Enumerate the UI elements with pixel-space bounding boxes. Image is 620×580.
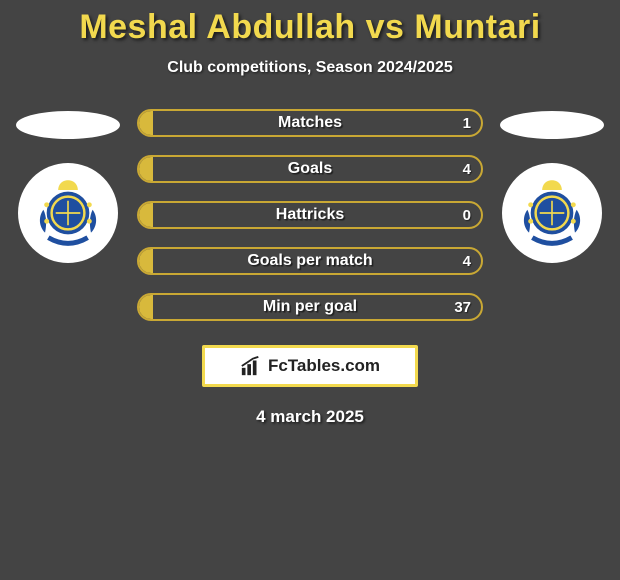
page-title: Meshal Abdullah vs Muntari — [0, 8, 620, 47]
brand-text: FcTables.com — [268, 356, 380, 376]
stat-bar: Goals 4 — [137, 155, 483, 183]
stat-bar: Matches 1 — [137, 109, 483, 137]
right-club-crest-icon — [502, 163, 602, 263]
right-flag-icon — [500, 111, 604, 139]
stat-fill-left — [139, 111, 153, 135]
stat-value-right: 0 — [463, 207, 471, 224]
left-flag-icon — [16, 111, 120, 139]
stat-value-right: 37 — [454, 299, 471, 316]
stat-bar: Hattricks 0 — [137, 201, 483, 229]
stat-value-right: 4 — [463, 161, 471, 178]
left-club-crest-icon — [18, 163, 118, 263]
page-subtitle: Club competitions, Season 2024/2025 — [0, 59, 620, 77]
stat-fill-left — [139, 203, 153, 227]
stat-label: Hattricks — [276, 206, 344, 224]
left-player-col — [13, 103, 123, 263]
main-row: Matches 1 Goals 4 Hattricks 0 Goals per match 4… — [0, 103, 620, 321]
stat-bar: Goals per match 4 — [137, 247, 483, 275]
stat-bar: Min per goal 37 — [137, 293, 483, 321]
right-player-col — [497, 103, 607, 263]
crest-svg-icon — [511, 172, 593, 254]
stat-value-right: 1 — [463, 115, 471, 132]
stat-label: Matches — [278, 114, 342, 132]
stats-column: Matches 1 Goals 4 Hattricks 0 Goals per match 4… — [137, 103, 483, 321]
stat-label: Min per goal — [263, 298, 357, 316]
stat-value-right: 4 — [463, 253, 471, 270]
crest-svg-icon — [27, 172, 109, 254]
brand-box[interactable]: FcTables.com — [202, 345, 418, 387]
stat-fill-left — [139, 295, 153, 319]
brand-chart-icon — [240, 355, 262, 377]
stat-fill-left — [139, 249, 153, 273]
stat-label: Goals per match — [247, 252, 372, 270]
stat-fill-left — [139, 157, 153, 181]
stat-label: Goals — [288, 160, 332, 178]
comparison-card: Meshal Abdullah vs Muntari Club competit… — [0, 0, 620, 427]
date-text: 4 march 2025 — [0, 407, 620, 427]
